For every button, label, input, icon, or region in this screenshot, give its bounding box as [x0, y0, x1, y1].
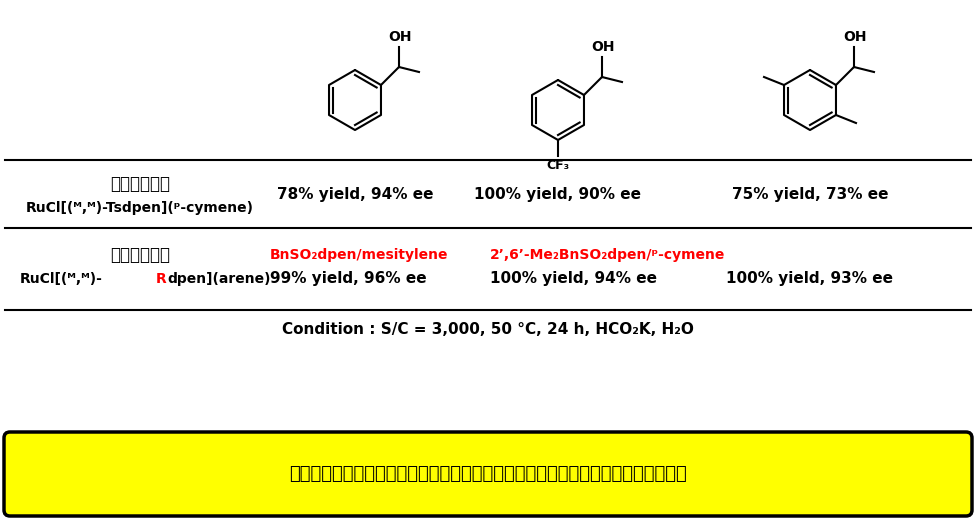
Text: BnSO₂dpen/mesitylene: BnSO₂dpen/mesitylene: [270, 248, 449, 262]
Text: 100% yield, 94% ee: 100% yield, 94% ee: [490, 271, 657, 287]
Text: OH: OH: [843, 30, 867, 44]
Text: RuCl[(ᴹ,ᴹ)-Tsdpen](ᵖ-cymene): RuCl[(ᴹ,ᴹ)-Tsdpen](ᵖ-cymene): [26, 201, 254, 215]
Text: 改良型触媒は多くの場合、初期型に比べ高い反応性とエナンチオ選択性を発揮する: 改良型触媒は多くの場合、初期型に比べ高い反応性とエナンチオ選択性を発揮する: [289, 465, 687, 483]
Text: 2’,6’-Me₂BnSO₂dpen/ᵖ-cymene: 2’,6’-Me₂BnSO₂dpen/ᵖ-cymene: [490, 248, 725, 262]
Text: OH: OH: [388, 30, 412, 44]
Text: OH: OH: [591, 40, 615, 54]
Text: RuCl[(ᴹ,ᴹ)-: RuCl[(ᴹ,ᴹ)-: [20, 272, 102, 286]
Text: 100% yield, 93% ee: 100% yield, 93% ee: [726, 271, 893, 287]
Text: 99% yield, 96% ee: 99% yield, 96% ee: [270, 271, 427, 287]
Text: 初期型の触媒: 初期型の触媒: [110, 175, 170, 193]
Text: 75% yield, 73% ee: 75% yield, 73% ee: [732, 187, 888, 201]
Text: CF₃: CF₃: [547, 159, 570, 172]
Text: Condition : S/C = 3,000, 50 °C, 24 h, HCO₂K, H₂O: Condition : S/C = 3,000, 50 °C, 24 h, HC…: [282, 322, 694, 337]
Text: 改良型の触媒: 改良型の触媒: [110, 246, 170, 264]
Text: 100% yield, 90% ee: 100% yield, 90% ee: [474, 187, 641, 201]
FancyBboxPatch shape: [4, 432, 972, 516]
Text: dpen](arene): dpen](arene): [167, 272, 270, 286]
Text: R: R: [156, 272, 167, 286]
Text: 78% yield, 94% ee: 78% yield, 94% ee: [277, 187, 433, 201]
